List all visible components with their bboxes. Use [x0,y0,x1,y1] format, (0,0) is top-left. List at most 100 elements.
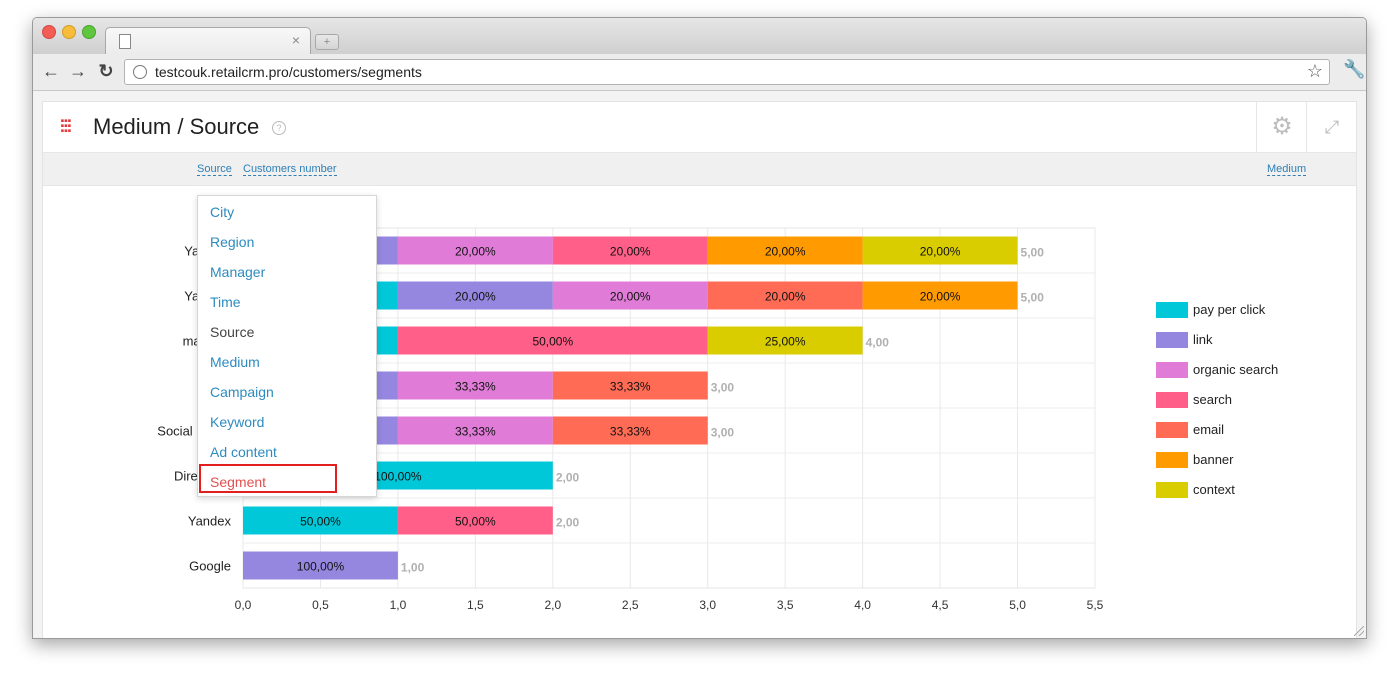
x-tick-label: 4,0 [854,598,871,612]
legend-label: link [1193,332,1213,347]
category-label: Google [189,559,231,574]
browser-window: × + ← → ↻ testcouk.retailcrm.pro/custome… [32,17,1367,639]
dropdown-item-manager[interactable]: Manager [210,264,266,280]
bar-segment [397,506,553,535]
bookmark-star-icon[interactable]: ☆ [1306,61,1323,81]
resize-handle[interactable] [1354,626,1364,636]
legend-label: context [1193,482,1235,497]
legend-label: organic search [1193,362,1279,377]
panel-header: ⫶⫶⫶ Medium / Source ? ⚙ ⤢ [43,102,1356,153]
dropdown-item-campaign[interactable]: Campaign [210,384,274,400]
bar-value-label: 33,33% [610,380,651,394]
close-window-button[interactable] [42,25,56,39]
legend-label: banner [1193,452,1234,467]
legend-item[interactable]: search [1156,391,1356,409]
legend-item[interactable]: link [1156,331,1356,349]
category-label: Yandex [188,514,232,529]
dropdown-item-keyword[interactable]: Keyword [210,414,265,430]
reload-icon[interactable]: ↻ [98,61,114,81]
bar-value-label: 33,33% [455,380,496,394]
expand-icon[interactable]: ⤢ [1306,102,1357,152]
x-tick-label: 5,0 [1009,598,1026,612]
bar-value-label: 20,00% [610,245,651,259]
column-axis-link[interactable]: Medium [1267,163,1307,176]
page-content: ⫶⫶⫶ Medium / Source ? ⚙ ⤢ Source Custome… [33,91,1366,638]
bar-value-label: 20,00% [920,290,961,304]
bar-value-label: 100,00% [374,470,422,484]
x-tick-label: 3,5 [777,598,794,612]
forward-icon[interactable]: → [69,61,87,81]
highlight-box [199,464,337,493]
bar-segment [243,551,398,580]
bar-segment [707,326,863,355]
x-tick-label: 3,0 [699,598,716,612]
dropdown-item-time[interactable]: Time [210,294,241,310]
wrench-icon[interactable]: 🔧 [1343,59,1366,79]
bar-segment [397,326,708,355]
legend-item[interactable]: banner [1156,451,1356,469]
bar-segment [397,371,553,400]
dropdown-item-segment[interactable]: Segment [210,474,267,490]
bar-total-label: 3,00 [711,426,735,440]
tab-close-icon[interactable]: × [291,32,300,48]
legend-item[interactable]: context [1156,481,1356,499]
bar-segment [552,281,708,310]
bar-value-label: 33,33% [610,425,651,439]
dropdown-item-region[interactable]: Region [210,234,255,250]
axis-dropdown-menu: City Region Manager Time Source Medium Campaig… [197,195,377,497]
row-axis-link[interactable]: Source [197,163,232,176]
bar-value-label: 20,00% [920,245,961,259]
bar-segment [552,236,708,265]
bar-value-label: 50,00% [532,335,573,349]
legend-item[interactable]: pay per click [1156,301,1356,319]
legend-swatch [1156,392,1188,408]
title-bar: × + [33,18,1366,55]
report-panel: ⫶⫶⫶ Medium / Source ? ⚙ ⤢ Source Custome… [42,101,1357,638]
zoom-window-button[interactable] [82,25,96,39]
dropdown-item-medium[interactable]: Medium [210,354,260,370]
x-tick-label: 1,0 [390,598,407,612]
x-tick-label: 0,0 [235,598,252,612]
bar-total-label: 2,00 [556,516,580,530]
x-tick-label: 2,0 [544,598,561,612]
dropdown-item-ad-content[interactable]: Ad content [210,444,277,460]
page-icon [119,34,131,49]
bar-total-label: 3,00 [711,381,735,395]
x-tick-label: 1,5 [467,598,484,612]
browser-tab[interactable]: × [105,27,311,55]
bar-segment [243,506,398,535]
bar-segment [707,281,863,310]
legend-swatch [1156,362,1188,378]
bar-value-label: 20,00% [455,290,496,304]
dropdown-item-source[interactable]: Source [210,324,255,340]
bar-total-label: 5,00 [1021,246,1045,260]
filter-icon: ⫶⫶⫶ [60,117,71,137]
bar-total-label: 1,00 [401,561,425,575]
new-tab-button[interactable]: + [315,34,339,50]
bar-segment [397,416,553,445]
x-tick-label: 2,5 [622,598,639,612]
legend-item[interactable]: email [1156,421,1356,439]
bar-segment [862,281,1018,310]
x-tick-label: 0,5 [312,598,329,612]
value-link[interactable]: Customers number [243,163,337,176]
minimize-window-button[interactable] [62,25,76,39]
bar-segment [552,416,708,445]
bar-segment [707,236,863,265]
legend-label: email [1193,422,1225,437]
bar-value-label: 33,33% [455,425,496,439]
bar-value-label: 25,00% [765,335,806,349]
gear-icon[interactable]: ⚙ [1256,102,1307,152]
help-icon[interactable]: ? [272,121,286,135]
dropdown-item-city[interactable]: City [210,204,235,220]
legend-item[interactable]: organic search [1156,361,1356,379]
bar-segment [862,236,1018,265]
report-options-bar: Source Customers number Medium [43,153,1356,186]
legend-swatch [1156,332,1188,348]
address-bar[interactable]: testcouk.retailcrm.pro/customers/segment… [124,59,1330,85]
bar-total-label: 2,00 [556,471,580,485]
back-icon[interactable]: ← [42,61,60,81]
stacked-bar-chart: 0,0 0,5 1,0 1,5 2,0 2,5 3,0 3,5 4,0 4,5 5,0 5,5 Yand… [157,227,1104,612]
x-tick-label: 4,5 [932,598,949,612]
legend-swatch [1156,302,1188,318]
